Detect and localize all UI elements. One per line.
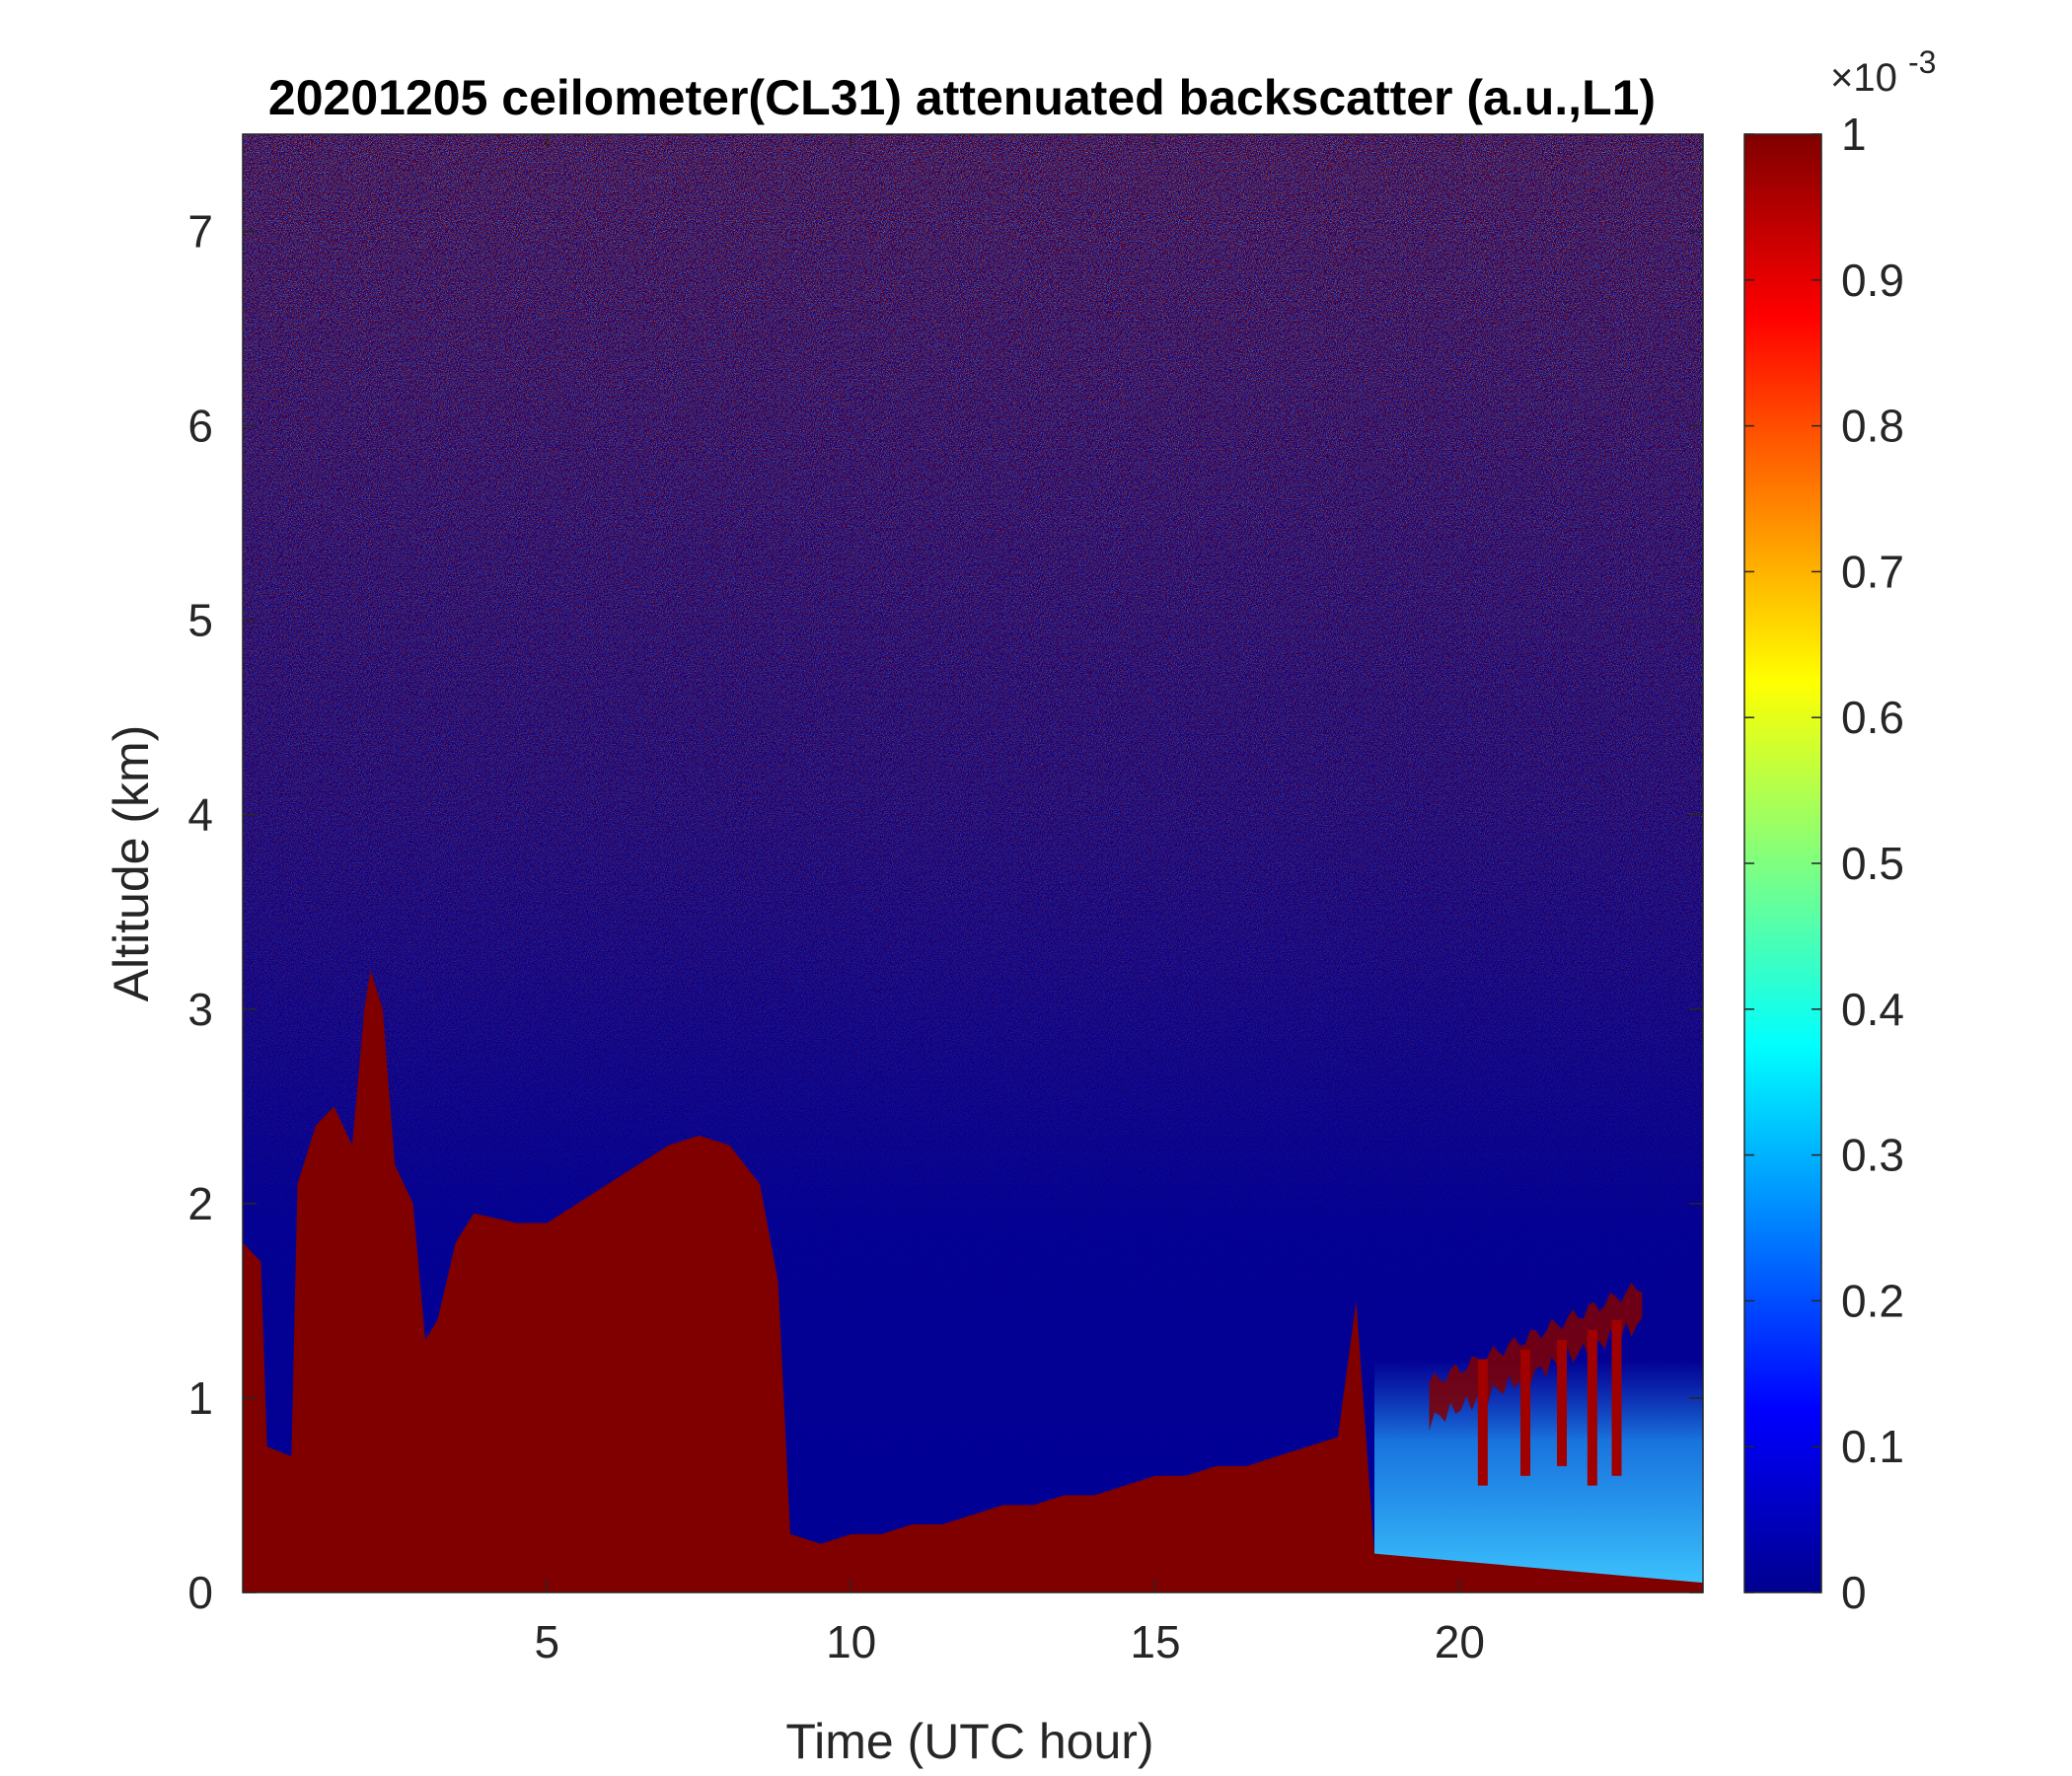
colorbar-tick-label: 0: [1841, 1567, 1867, 1618]
weak-signal-band: [1374, 1359, 1703, 1592]
elevated-layer-fallstreak: [1611, 1320, 1622, 1476]
colorbar-tick-label: 0.6: [1841, 692, 1904, 743]
elevated-layer-fallstreak: [1520, 1349, 1530, 1476]
x-tick-label: 20: [1435, 1616, 1485, 1667]
y-axis: 0 1 2 3 4 5 6 7: [187, 206, 1703, 1618]
colorbar-tick-label: 0.8: [1841, 401, 1904, 452]
colorbar-tick-label: 0.3: [1841, 1130, 1904, 1181]
plot-area: [243, 134, 1703, 1592]
y-tick-label: 5: [187, 595, 213, 646]
y-axis-label: Altitude (km): [104, 725, 159, 1002]
colorbar-tick-label: 0.2: [1841, 1275, 1904, 1326]
colorbar: 0 0.1 0.2 0.3 0.4 0.5 0.6 0.7 0.8 0.9 1 ×10 -3: [1743, 44, 1936, 1618]
y-tick-label: 3: [187, 984, 213, 1035]
x-tick-label: 15: [1130, 1616, 1180, 1667]
colorbar-multiplier-base: ×10: [1830, 56, 1897, 100]
y-tick-label: 4: [187, 789, 213, 841]
colorbar-tick-label: 0.4: [1841, 984, 1904, 1035]
elevated-layer-fallstreak: [1557, 1339, 1567, 1466]
colorbar-tick-label: 0.9: [1841, 255, 1904, 306]
chart-title: 20201205 ceilometer(CL31) attenuated bac…: [268, 70, 1656, 125]
elevated-layer-band: [1429, 1282, 1643, 1432]
y-tick-label: 0: [187, 1567, 213, 1618]
colorbar-multiplier: ×10 -3: [1830, 44, 1936, 100]
y-tick-label: 7: [187, 206, 213, 258]
colorbar-ticks: 0 0.1 0.2 0.3 0.4 0.5 0.6 0.7 0.8 0.9 1: [1744, 109, 1904, 1618]
colorbar-tick-label: 0.1: [1841, 1421, 1904, 1472]
saturated-boundary-layer: [243, 970, 1703, 1592]
weak-signal-band-fill: [1374, 1359, 1703, 1592]
elevated-layer-fallstreak: [1587, 1329, 1597, 1486]
colorbar-tick-label: 0.5: [1841, 838, 1904, 889]
y-tick-label: 6: [187, 401, 213, 452]
x-tick-label: 5: [535, 1616, 560, 1667]
colorbar-gradient: [1743, 133, 1822, 1593]
elevated-aerosol-layer: [1429, 1282, 1643, 1486]
plot-frame: [242, 133, 1704, 1593]
colorbar-multiplier-exponent: -3: [1908, 44, 1936, 80]
colorbar-tick-label: 0.7: [1841, 546, 1904, 597]
x-tick-label: 10: [826, 1616, 876, 1667]
elevated-layer-fallstreak: [1477, 1359, 1488, 1486]
x-axis-label: Time (UTC hour): [785, 1714, 1153, 1769]
colorbar-tick-label: 1: [1841, 109, 1867, 160]
y-tick-label: 2: [187, 1178, 213, 1229]
y-tick-label: 1: [187, 1372, 213, 1424]
x-axis: 5 10 15 20: [535, 134, 1485, 1667]
